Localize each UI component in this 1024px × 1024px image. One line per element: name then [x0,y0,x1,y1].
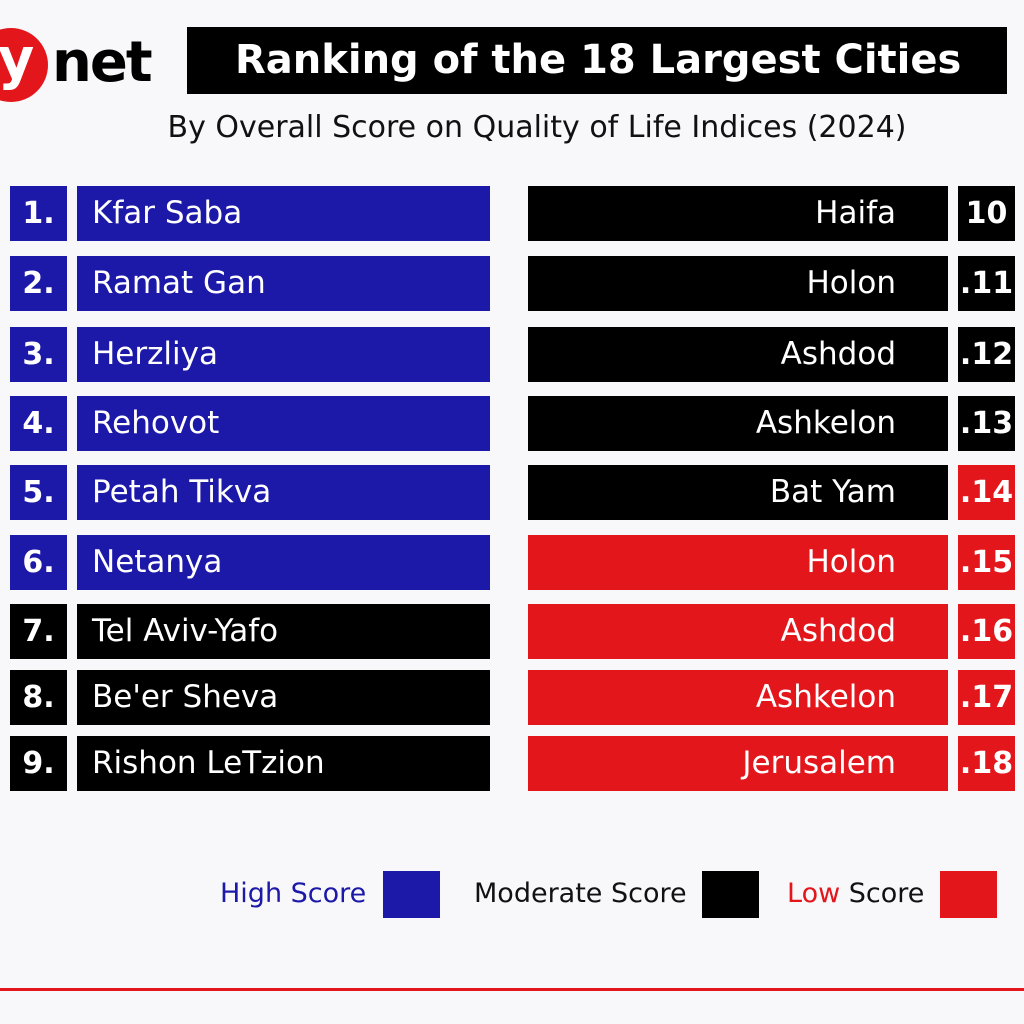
city-bar: Holon [528,535,948,590]
rank-label: .15 [958,535,1015,590]
city-bar: Be'er Sheva [77,670,490,725]
city-bar: Ashdod [528,327,948,382]
legend-text: High Score [220,878,367,909]
city-bar: Herzliya [77,327,490,382]
rank-label: .13 [958,396,1015,451]
rank-label: .12 [958,327,1015,382]
logo-y-mark: y [0,28,48,102]
city-bar: Ashkelon [528,396,948,451]
chart-title: Ranking of the 18 Largest Cities [187,27,1007,94]
city-bar: Tel Aviv-Yafo [77,604,490,659]
rank-label: 9. [10,736,67,791]
city-bar: Ramat Gan [77,256,490,311]
legend-text: Low [787,878,841,909]
legend-label-moderate: Moderate Score [474,872,687,916]
rank-label: 5. [10,465,67,520]
rank-label: 8. [10,670,67,725]
city-bar: Rehovot [77,396,490,451]
city-bar: Rishon LeTzion [77,736,490,791]
city-bar: Ashdod [528,604,948,659]
rank-label: .11 [958,256,1015,311]
ynet-logo: y net [0,26,175,102]
legend-swatch-high [383,871,440,918]
city-bar: Ashkelon [528,670,948,725]
logo-net-text: net [52,30,153,95]
city-bar: Netanya [77,535,490,590]
rank-label: 2. [10,256,67,311]
legend-swatch-low [940,871,997,918]
chart-subtitle: By Overall Score on Quality of Life Indi… [167,110,907,145]
rank-label: 6. [10,535,67,590]
rank-label: .16 [958,604,1015,659]
legend-swatch-moderate [702,871,759,918]
city-bar: Holon [528,256,948,311]
bottom-divider [0,988,1024,991]
rank-label: 10 [958,186,1015,241]
city-bar: Petah Tikva [77,465,490,520]
rank-label: .14 [958,465,1015,520]
city-bar: Haifa [528,186,948,241]
legend-label-low: Low Score [787,872,924,916]
legend-label-high: High Score [220,872,366,916]
rank-label: 1. [10,186,67,241]
legend-text: Score [840,878,925,909]
city-bar: Kfar Saba [77,186,490,241]
legend-text: Moderate Score [474,878,687,909]
city-bar: Jerusalem [528,736,948,791]
rank-label: 7. [10,604,67,659]
city-bar: Bat Yam [528,465,948,520]
rank-label: .17 [958,670,1015,725]
rank-label: .18 [958,736,1015,791]
rank-label: 3. [10,327,67,382]
rank-label: 4. [10,396,67,451]
